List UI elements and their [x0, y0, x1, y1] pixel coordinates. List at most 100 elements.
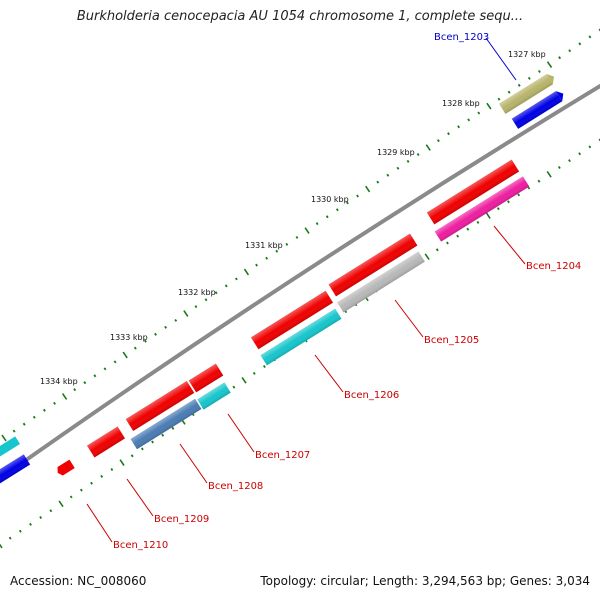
inner-tick [79, 488, 83, 492]
gene-bar-red-1207[interactable] [188, 363, 224, 393]
outer-tick [32, 415, 36, 419]
gene-bar-cyan-edge[interactable] [0, 436, 20, 460]
kbp-label-1329: 1329 kbp [377, 148, 415, 157]
gene-bar-red-1210[interactable] [55, 459, 75, 477]
gene-label-1207[interactable]: Bcen_1207 [255, 450, 310, 461]
outer-tick [517, 83, 521, 87]
callout-line-1208 [179, 443, 208, 484]
outer-tick [204, 298, 208, 302]
outer-tick [578, 42, 582, 46]
inner-tick [446, 241, 449, 245]
inner-tick [161, 433, 165, 437]
gene-bar-blue-1203[interactable] [511, 88, 567, 129]
inner-tick [232, 385, 236, 389]
inner-tick [49, 509, 53, 513]
inner-tick [507, 200, 510, 204]
kbp-label-1333: 1333 kbp [110, 333, 148, 342]
gene-bar-red-1205[interactable] [328, 233, 418, 297]
outer-tick [406, 159, 410, 163]
inner-tick [110, 468, 114, 471]
gene-bar-red-1208[interactable] [125, 380, 195, 432]
gene-bar-pink-1204[interactable] [434, 176, 530, 242]
gene-bar-red-1204[interactable] [426, 159, 520, 225]
inner-tick [171, 426, 175, 430]
inner-tick [456, 234, 460, 238]
gene-bar-blue-edge[interactable] [0, 454, 31, 486]
outer-tick [53, 401, 56, 405]
inner-tick [262, 364, 266, 369]
inner-tick [39, 516, 43, 519]
gene-label-1203[interactable]: Bcen_1203 [434, 32, 489, 43]
outer-tick [73, 388, 77, 392]
callout-line-1210 [86, 503, 113, 543]
outer-tick [568, 49, 572, 53]
outer-tick [436, 139, 440, 143]
inner-tick [69, 495, 73, 499]
outer-tick [103, 367, 107, 371]
outer-tick [61, 393, 68, 400]
gene-bar-cyan-1207[interactable] [197, 382, 231, 410]
kbp-label-1327: 1327 kbp [508, 50, 546, 59]
inner-tick [0, 543, 3, 549]
gene-label-1204[interactable]: Bcen_1204 [526, 261, 581, 272]
outer-tick [325, 215, 329, 219]
chromosome-backbone [0, 83, 600, 481]
outer-tick [467, 118, 471, 122]
callout-line-1205 [394, 299, 424, 338]
outer-tick [527, 76, 531, 80]
outer-tick-ring [1, 28, 600, 442]
outer-tick [224, 284, 228, 288]
kbp-label-1332: 1332 kbp [178, 288, 216, 297]
callout-line-1206 [314, 354, 344, 393]
gene-bar-red-1206[interactable] [250, 290, 334, 350]
kbp-label-1334: 1334 kbp [40, 377, 78, 386]
outer-tick [546, 61, 553, 68]
outer-tick [447, 132, 450, 136]
outer-tick [365, 185, 371, 193]
map-title: Burkholderia cenocepacia AU 1054 chromos… [76, 9, 524, 24]
kbp-label-1328: 1328 kbp [442, 99, 480, 108]
inner-tick [476, 220, 480, 224]
outer-tick [275, 249, 279, 253]
outer-tick [183, 310, 189, 317]
gene-label-1209[interactable]: Bcen_1209 [154, 514, 209, 525]
outer-tick [164, 325, 168, 329]
outer-tick [588, 35, 592, 39]
outer-tick [243, 268, 250, 276]
callout-line-1203 [485, 37, 517, 81]
inner-tick [90, 481, 93, 485]
inner-tick [527, 186, 531, 190]
gene-features [0, 71, 567, 486]
callout-line-1207 [227, 413, 255, 453]
outer-tick [1, 434, 7, 442]
outer-tick [154, 332, 157, 336]
gene-bar-gray-1205[interactable] [337, 251, 425, 313]
outer-tick [255, 263, 258, 267]
outer-tick [386, 173, 390, 177]
outer-tick [457, 125, 461, 129]
inner-tick [578, 152, 582, 156]
gene-label-1210[interactable]: Bcen_1210 [113, 540, 168, 551]
kbp-label-1331: 1331 kbp [245, 241, 283, 250]
inner-tick [100, 474, 104, 478]
callout-line-1204 [493, 225, 526, 265]
inner-tick [252, 371, 256, 375]
inner-tick [424, 253, 430, 261]
gene-bar-cyan-1206[interactable] [260, 308, 342, 366]
outer-tick [486, 102, 492, 110]
gene-bar-olive-1203[interactable] [499, 71, 557, 114]
gene-label-1208[interactable]: Bcen_1208 [208, 481, 263, 492]
gene-bar-steelblue-1208[interactable] [130, 398, 202, 450]
outer-tick [315, 222, 319, 226]
inner-tick [29, 522, 32, 526]
outer-tick [477, 111, 481, 115]
gene-label-1206[interactable]: Bcen_1206 [344, 390, 399, 401]
outer-tick [497, 97, 501, 101]
inner-tick [588, 145, 592, 149]
inner-tick [496, 207, 500, 211]
gene-label-1205[interactable]: Bcen_1205 [424, 335, 479, 346]
inner-tick [546, 170, 552, 178]
gene-bar-red-1209[interactable] [87, 426, 125, 458]
outer-tick [356, 194, 359, 198]
